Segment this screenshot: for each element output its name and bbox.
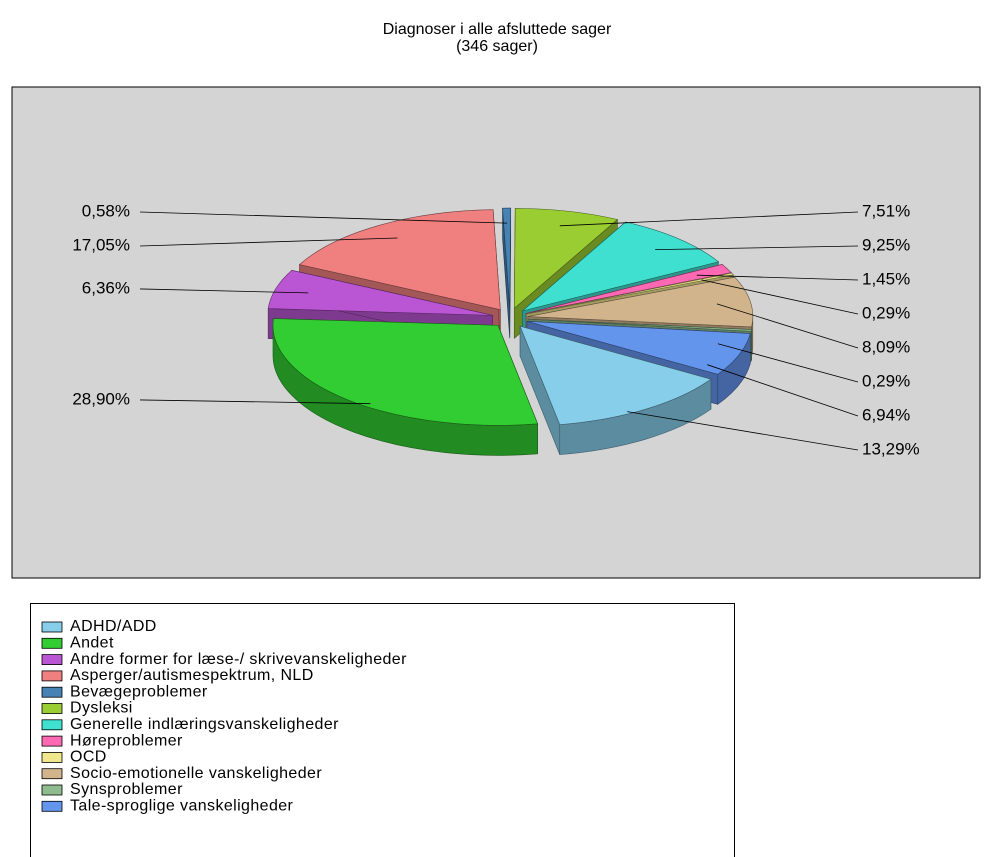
- legend-swatch: [41, 686, 63, 698]
- leader-line: [701, 279, 859, 315]
- slice: [525, 264, 732, 314]
- chart-title: Diagnoser i alle afsluttede sager: [383, 21, 612, 38]
- leader-line: [559, 211, 859, 227]
- legend-label: Synsproblemer: [70, 781, 183, 798]
- data-label: 0,29%: [862, 303, 910, 322]
- data-label: 28,90%: [72, 389, 130, 408]
- legend-label: Asperger/autismespektrum, NLD: [70, 667, 314, 684]
- legend-swatch: [41, 654, 63, 665]
- leader-line: [139, 288, 309, 294]
- pie: [267, 207, 754, 456]
- leader-line: [139, 399, 371, 405]
- slice: [272, 318, 539, 426]
- data-label: 13,29%: [862, 439, 920, 458]
- legend-swatch: [41, 719, 63, 731]
- legend-swatch: [41, 768, 63, 780]
- legend-swatch: [41, 703, 63, 714]
- legend-box: [30, 603, 735, 857]
- legend-label: ADHD/ADD: [70, 618, 157, 635]
- leader-line: [696, 274, 859, 281]
- leader-line: [716, 303, 859, 349]
- legend-label: Socio-emotionelle vanskeligheder: [70, 765, 322, 782]
- leader-line: [627, 411, 859, 451]
- slice: [513, 208, 619, 310]
- legend-label: Andet: [70, 635, 114, 652]
- legend-label: Dysleksi: [70, 700, 133, 717]
- slice: [526, 321, 751, 375]
- slice: [522, 221, 720, 312]
- data-label: 1,45%: [862, 269, 910, 288]
- slice: [527, 276, 754, 328]
- slice: [298, 209, 501, 311]
- legend-label: OCD: [70, 749, 107, 766]
- legend-swatch: [41, 752, 63, 763]
- slice: [526, 272, 734, 315]
- chart-subtitle: (346 sager): [456, 38, 538, 55]
- leader-line: [707, 364, 859, 417]
- legend-swatch: [41, 784, 63, 796]
- data-label: 0,29%: [862, 371, 910, 390]
- legend-swatch: [41, 637, 63, 649]
- data-label: 6,36%: [82, 278, 130, 297]
- leader-line: [139, 211, 508, 224]
- data-label: 6,94%: [862, 405, 910, 424]
- data-label: 9,25%: [862, 235, 910, 254]
- slice: [519, 325, 712, 425]
- data-label: 0,58%: [82, 201, 130, 220]
- slice: [502, 207, 512, 309]
- data-label: 7,51%: [862, 201, 910, 220]
- data-label: 8,09%: [862, 337, 910, 356]
- data-label: 17,05%: [72, 235, 130, 254]
- legend-swatch: [41, 621, 63, 633]
- leader-line: [717, 343, 859, 383]
- legend-label: Generelle indlæringsvanskeligheder: [70, 716, 339, 733]
- slice: [527, 318, 753, 332]
- legend-swatch: [41, 670, 63, 682]
- slice: [267, 269, 493, 316]
- legend-label: Bevægeproblemer: [70, 683, 208, 700]
- leader-line: [655, 245, 859, 251]
- legend-swatch: [41, 800, 63, 812]
- legend-label: Andre former for læse-/ skrivevanskeligh…: [70, 651, 407, 668]
- legend-label: Tale-sproglige vanskeligheder: [70, 798, 294, 815]
- legend-label: Høreproblemer: [70, 732, 183, 749]
- legend-swatch: [41, 735, 63, 747]
- leader-line: [139, 237, 398, 247]
